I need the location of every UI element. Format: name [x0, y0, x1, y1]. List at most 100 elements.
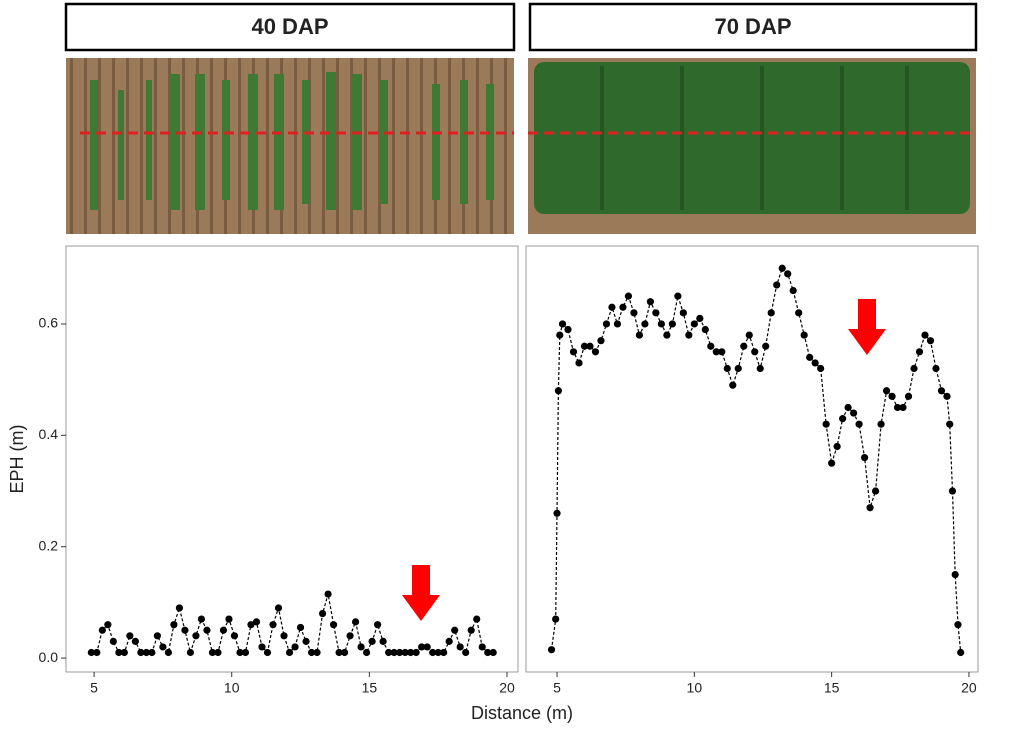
data-point — [467, 626, 475, 634]
data-point — [214, 648, 222, 657]
data-point — [192, 632, 200, 640]
data-point — [362, 648, 371, 657]
data-point — [641, 320, 649, 328]
data-point — [252, 618, 261, 626]
data-point — [828, 459, 836, 467]
data-point — [663, 331, 671, 339]
data-point — [784, 270, 792, 278]
data-point — [462, 648, 470, 657]
data-point — [109, 637, 117, 645]
data-point — [219, 626, 228, 634]
data-point — [871, 487, 880, 495]
data-point — [800, 331, 808, 339]
data-point — [407, 648, 415, 657]
data-point — [674, 292, 682, 300]
data-point — [241, 648, 250, 657]
y-axis-label: EPH (m) — [7, 425, 27, 494]
data-point — [899, 403, 907, 412]
data-point — [767, 309, 775, 317]
data-point — [175, 604, 184, 612]
data-point — [855, 420, 863, 428]
data-point — [429, 648, 437, 657]
data-point — [882, 387, 891, 395]
data-point — [778, 264, 786, 272]
data-point — [762, 342, 770, 350]
data-point — [624, 292, 633, 300]
x-tick-label: 5 — [553, 680, 561, 696]
data-point — [635, 331, 644, 339]
data-point — [445, 637, 453, 645]
x-axis-label: Distance (m) — [471, 703, 573, 723]
x-tick-label: 5 — [90, 680, 98, 696]
data-point — [707, 342, 715, 350]
data-point — [346, 632, 354, 640]
data-point — [789, 286, 797, 295]
data-point — [679, 309, 687, 317]
data-point — [957, 648, 965, 657]
data-point — [921, 331, 929, 339]
header-box — [64, 2, 516, 52]
data-point — [806, 353, 814, 361]
data-point — [258, 643, 266, 651]
data-point — [280, 632, 288, 640]
data-point — [904, 392, 913, 400]
data-point — [186, 648, 195, 657]
panel-title: 40 DAP — [251, 14, 328, 39]
data-point — [586, 342, 594, 350]
data-point — [285, 648, 294, 657]
data-point — [225, 615, 233, 623]
data-point — [822, 420, 830, 428]
data-point — [817, 364, 825, 373]
data-point — [489, 648, 497, 657]
data-point — [718, 348, 726, 356]
data-point — [329, 621, 338, 629]
y-tick-label: 0.4 — [39, 426, 59, 442]
data-point — [619, 303, 627, 311]
data-point — [230, 632, 239, 640]
data-point — [844, 403, 852, 412]
header-box — [528, 2, 978, 52]
data-point — [379, 637, 387, 645]
data-point — [630, 309, 638, 317]
data-point — [181, 626, 189, 634]
data-point — [696, 314, 704, 322]
y-tick-label: 0.6 — [39, 315, 59, 331]
data-point — [115, 648, 123, 657]
data-point — [484, 648, 492, 657]
data-point — [685, 331, 693, 339]
data-point — [569, 348, 578, 356]
data-point — [554, 387, 563, 395]
data-point — [564, 325, 572, 334]
data-point — [351, 618, 360, 626]
x-tick-label: 20 — [961, 680, 977, 696]
data-point — [608, 303, 616, 311]
data-point — [197, 615, 206, 623]
data-point — [148, 648, 156, 657]
data-point — [374, 621, 382, 629]
data-point — [932, 364, 940, 373]
data-point — [948, 487, 957, 495]
data-point — [104, 621, 112, 629]
data-point — [274, 604, 283, 612]
x-tick-label: 20 — [499, 680, 515, 696]
data-point — [597, 337, 605, 345]
data-point — [893, 403, 902, 412]
data-point — [860, 454, 869, 462]
data-point — [946, 420, 954, 428]
data-point — [456, 643, 464, 651]
data-point — [712, 348, 720, 356]
data-point — [646, 298, 654, 306]
data-point — [324, 590, 332, 598]
data-point — [120, 648, 128, 657]
data-point — [547, 646, 556, 654]
panel-title: 70 DAP — [714, 14, 791, 39]
data-point — [93, 648, 101, 657]
data-point — [170, 621, 178, 629]
data-point — [131, 637, 139, 645]
data-point — [954, 621, 962, 629]
data-point — [937, 387, 946, 395]
data-point — [440, 648, 448, 657]
data-point — [423, 643, 431, 651]
data-point — [302, 637, 310, 645]
